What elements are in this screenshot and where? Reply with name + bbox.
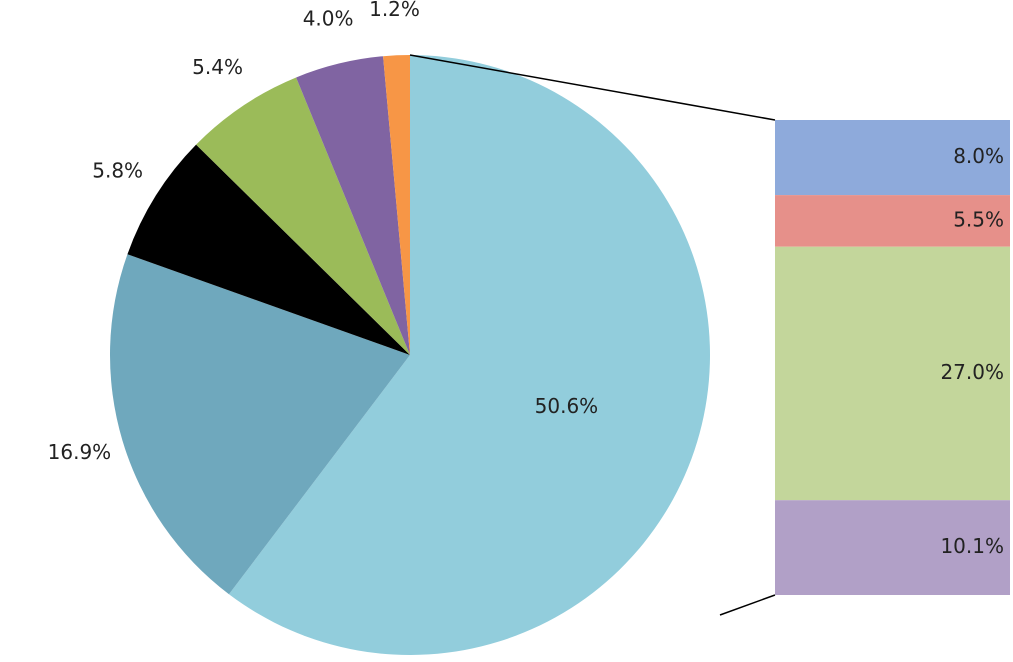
slice-label: 50.6% [535, 394, 599, 418]
bar-segment [775, 500, 1010, 595]
bar-label: 27.0% [940, 360, 1004, 384]
bar-segment [775, 246, 1010, 501]
slice-label: 1.2% [369, 0, 420, 21]
pie-slice [296, 56, 410, 355]
slice-label: 5.4% [192, 55, 243, 79]
pie-slice [196, 77, 410, 355]
slice-label: 5.8% [92, 158, 143, 182]
bar-label: 5.5% [953, 207, 1004, 231]
slice-label: 16.9% [48, 440, 112, 464]
pie-slice [110, 254, 410, 595]
connector [719, 594, 776, 616]
pie-slice [127, 144, 410, 355]
bar-label: 10.1% [940, 534, 1004, 558]
connector [409, 54, 776, 121]
bar-segment [775, 120, 1010, 196]
slice-label: 4.0% [303, 6, 354, 30]
pie-slice [383, 55, 410, 355]
pie-slice [228, 55, 711, 655]
bar-label: 8.0% [953, 144, 1004, 168]
bar-segment [775, 195, 1010, 247]
